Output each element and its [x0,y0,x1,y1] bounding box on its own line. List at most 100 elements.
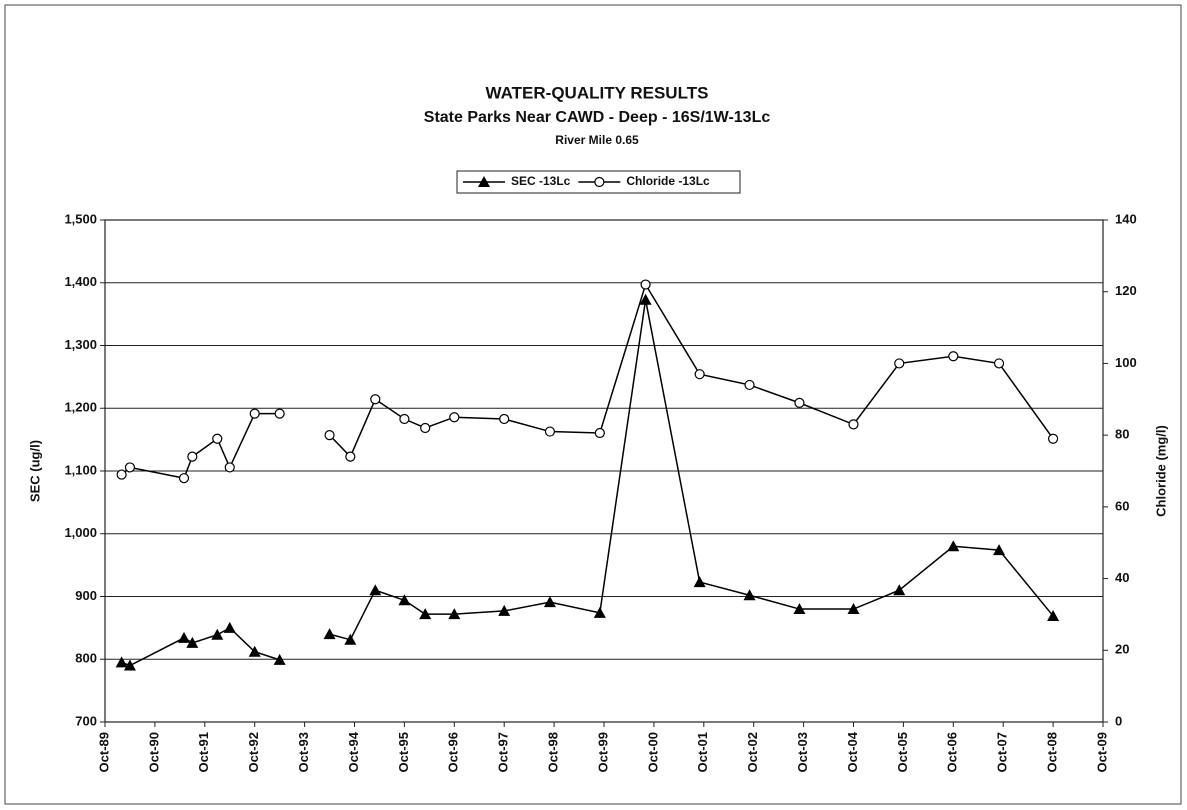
marker [593,606,606,618]
y2-tick-label: 80 [1115,427,1129,442]
y2-tick-label: 60 [1115,498,1129,513]
marker [248,645,261,657]
y-tick-label: 1,400 [64,274,97,289]
y2-axis-label: Chloride (mg/l) [1153,425,1168,517]
marker [1047,609,1060,621]
y-tick-label: 700 [75,713,97,728]
marker [1047,433,1059,444]
marker [744,379,755,391]
x-tick-label: Oct-97 [496,732,511,772]
y-tick-label: 1,500 [64,211,97,226]
x-tick-label: Oct-01 [695,732,710,772]
marker [847,603,860,615]
y2-tick-label: 40 [1115,570,1129,585]
x-tick-label: Oct-00 [645,732,660,772]
marker [498,604,511,616]
marker [419,608,432,620]
marker [793,603,806,615]
marker [948,351,959,362]
marker [249,408,260,419]
y2-tick-label: 0 [1115,713,1122,728]
marker [370,394,381,405]
marker [894,358,905,369]
y-tick-label: 1,300 [64,337,97,352]
legend-label: Chloride -13Lc [626,174,710,188]
y-tick-label: 1,100 [64,462,97,477]
marker [794,397,805,408]
x-tick-label: Oct-09 [1094,732,1109,772]
legend-marker [594,176,605,188]
marker [694,369,705,380]
marker [639,293,652,305]
annotation: River Mile 0.65 [555,133,639,147]
marker [274,408,285,419]
marker [543,596,556,608]
x-tick-label: Oct-93 [296,732,311,772]
y-tick-label: 800 [75,651,97,666]
marker [224,462,235,473]
x-tick-label: Oct-99 [595,732,610,772]
legend-marker [478,176,490,187]
marker [187,451,198,462]
y-tick-label: 1,000 [64,525,97,540]
marker [993,358,1005,369]
x-tick-label: Oct-96 [446,732,461,772]
marker [398,594,411,606]
marker [420,422,431,434]
marker [640,279,651,290]
x-tick-label: Oct-02 [745,732,760,772]
marker [848,419,859,430]
marker [449,412,460,423]
marker [345,451,356,462]
marker [893,584,906,596]
x-tick-label: Oct-05 [895,732,910,772]
legend-label: SEC -13Lc [511,174,571,188]
marker [344,633,357,645]
x-tick-label: Oct-98 [546,732,561,772]
marker [212,433,223,444]
x-tick-label: Oct-95 [396,732,411,772]
marker [273,653,286,665]
marker [116,469,127,480]
y2-tick-label: 120 [1115,283,1137,298]
x-tick-label: Oct-90 [146,732,161,772]
marker [369,584,382,596]
y-tick-label: 900 [75,588,97,603]
marker [544,426,556,437]
y2-tick-label: 100 [1115,355,1137,370]
marker [947,540,960,552]
y2-tick-label: 20 [1115,642,1129,657]
marker [186,636,199,648]
marker [223,621,236,633]
x-tick-label: Oct-91 [196,732,211,772]
chart-subtitle: State Parks Near CAWD - Deep - 16S/1W-13… [424,109,771,126]
marker [178,631,191,643]
series-line [121,282,1054,480]
y-tick-label: 1,200 [64,400,97,415]
x-tick-label: Oct-08 [1045,732,1060,772]
marker [178,473,190,484]
series-line [121,299,1054,667]
marker [448,608,461,620]
y2-tick-label: 140 [1115,211,1137,226]
marker [499,413,510,425]
x-tick-label: Oct-89 [96,732,111,772]
x-tick-label: Oct-06 [945,732,960,772]
marker [123,659,136,671]
marker [743,589,756,601]
marker [993,544,1006,556]
x-tick-label: Oct-92 [246,732,261,772]
x-tick-label: Oct-04 [845,731,860,772]
x-tick-label: Oct-07 [995,732,1010,772]
x-tick-label: Oct-03 [795,732,810,772]
marker [324,430,335,441]
marker [399,413,410,425]
y-axis-label: SEC (ug/l) [27,440,42,502]
marker [124,462,136,473]
marker [323,628,336,640]
marker [211,628,224,640]
frame [4,4,1182,805]
chart-title: WATER-QUALITY RESULTS [486,83,709,102]
marker [594,427,605,439]
